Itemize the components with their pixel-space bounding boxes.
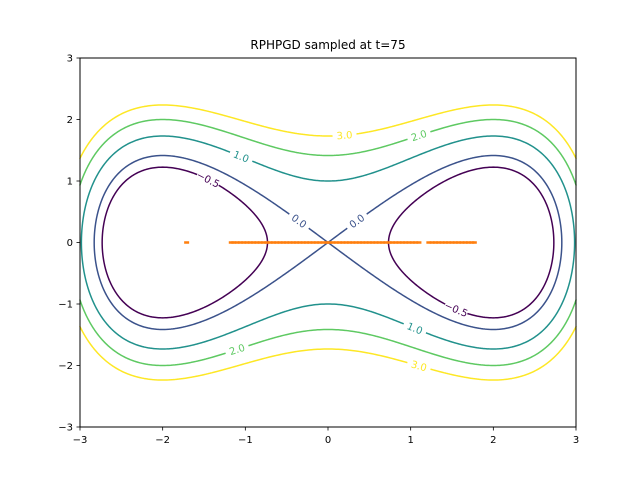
y-tick-label: 2 xyxy=(67,115,73,126)
x-tick-label: 3 xyxy=(573,435,579,446)
contour-label-bg xyxy=(442,299,470,320)
contour-label-bg xyxy=(343,209,371,234)
y-tick-label: 0 xyxy=(67,238,73,249)
x-tick-label: 0 xyxy=(325,435,331,446)
y-tick-label: −3 xyxy=(58,423,73,434)
contour-label-bg xyxy=(405,126,433,145)
x-tick-label: −2 xyxy=(155,435,170,446)
contour-label: 3.0 xyxy=(336,130,353,142)
x-tick-label: 2 xyxy=(490,435,496,446)
contour-label-bg xyxy=(223,340,251,359)
contour-labels: 3.03.02.02.01.01.0−0.5−0.50.0 0.0 xyxy=(194,126,470,375)
x-tick-label: 1 xyxy=(407,435,413,446)
y-tick-label: −1 xyxy=(58,300,73,311)
contour-level xyxy=(93,154,563,331)
contour-label-bg xyxy=(227,146,255,167)
contour-label: 2.0 xyxy=(410,129,429,144)
y-tick-label: 3 xyxy=(67,54,73,65)
x-axis: −3 −2 −1 0 1 2 3 xyxy=(73,427,579,446)
contour-level xyxy=(79,118,577,367)
contour-label-bg xyxy=(332,128,357,143)
x-tick-label: −1 xyxy=(238,435,253,446)
chart-title: RPHPGD sampled at t=75 xyxy=(250,38,405,52)
y-axis: −3 −2 −1 0 1 2 3 xyxy=(58,54,80,434)
contour-label-bg xyxy=(401,318,429,339)
x-tick-label: −3 xyxy=(73,435,88,446)
contour-label-bg xyxy=(194,168,222,191)
contour-label: 2.0 xyxy=(228,343,247,358)
contour-label-bg xyxy=(405,356,433,375)
y-tick-label: −2 xyxy=(58,361,73,372)
y-tick-label: 1 xyxy=(67,177,73,188)
contour-label-bg xyxy=(285,209,313,234)
contour-label: 3.0 xyxy=(410,359,428,374)
